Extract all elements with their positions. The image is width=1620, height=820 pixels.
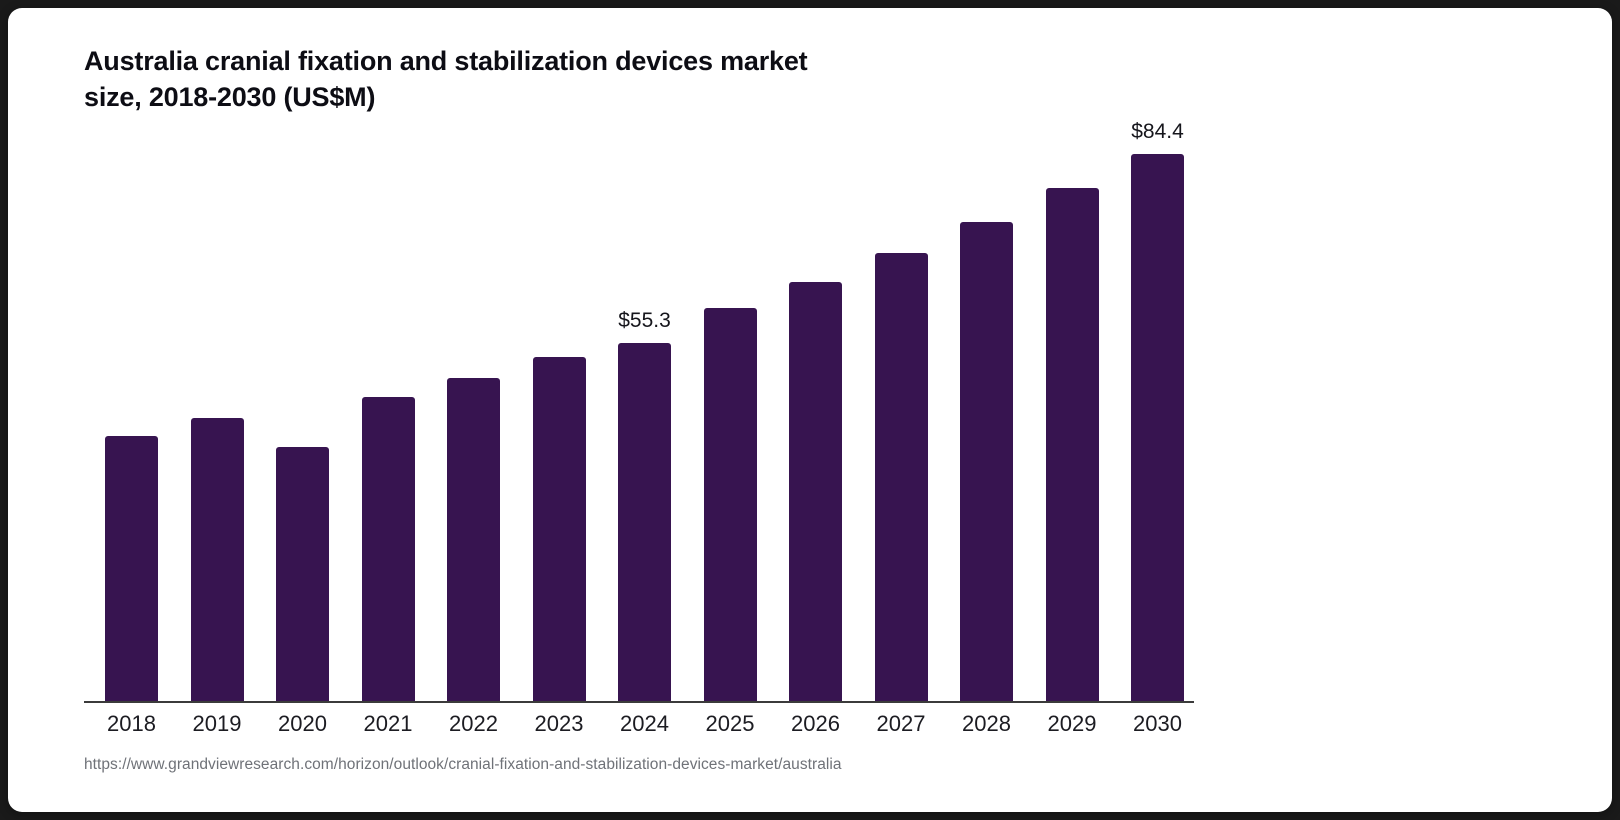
x-tick-2024: 2024 bbox=[620, 711, 669, 736]
bar-2018[interactable] bbox=[105, 436, 158, 701]
x-tick-2019: 2019 bbox=[192, 711, 242, 736]
bar-group-2027[interactable] bbox=[874, 253, 928, 701]
x-tick-2028: 2028 bbox=[962, 711, 1011, 736]
x-tick-2022: 2022 bbox=[449, 711, 498, 736]
bar-2022[interactable] bbox=[447, 378, 500, 701]
x-tick-2030: 2030 bbox=[1133, 711, 1182, 736]
bar-2021[interactable] bbox=[361, 397, 415, 701]
bar-group-2030[interactable]: $84.4 bbox=[1131, 120, 1184, 701]
chart-card: Australia cranial fixation and stabiliza… bbox=[8, 8, 1612, 812]
bar-2025[interactable] bbox=[703, 308, 757, 701]
bar-2026[interactable] bbox=[789, 282, 842, 701]
bar-group-2023[interactable] bbox=[532, 357, 586, 701]
x-tick-2026: 2026 bbox=[791, 711, 840, 736]
bar-value-label-2024: $55.3 bbox=[618, 309, 671, 332]
bar-group-2019[interactable] bbox=[190, 418, 244, 701]
bar-group-2029[interactable] bbox=[1045, 188, 1099, 701]
bar-group-2018[interactable] bbox=[105, 436, 158, 701]
source-url[interactable]: https://www.grandviewresearch.com/horizo… bbox=[84, 756, 842, 773]
bar-group-2020[interactable] bbox=[276, 447, 329, 701]
bar-group-2021[interactable] bbox=[361, 397, 415, 701]
bar-group-2028[interactable] bbox=[960, 222, 1013, 701]
x-tick-2023: 2023 bbox=[534, 711, 584, 736]
bar-2020[interactable] bbox=[276, 447, 329, 701]
bar-group-2025[interactable] bbox=[703, 308, 757, 701]
bar-group-2022[interactable] bbox=[447, 378, 500, 701]
bar-value-label-2030: $84.4 bbox=[1131, 120, 1184, 143]
x-axis-line bbox=[84, 701, 1194, 703]
bar-group-2026[interactable] bbox=[789, 282, 842, 701]
x-tick-2029: 2029 bbox=[1047, 711, 1097, 736]
bar-2028[interactable] bbox=[960, 222, 1013, 701]
x-tick-2025: 2025 bbox=[705, 711, 755, 736]
bar-2030[interactable] bbox=[1131, 154, 1184, 701]
x-tick-2027: 2027 bbox=[876, 711, 926, 736]
x-tick-2020: 2020 bbox=[278, 711, 327, 736]
bar-chart-plot-area: $55.3 $84.4 bbox=[84, 118, 1194, 703]
bar-2027[interactable] bbox=[874, 253, 928, 701]
x-tick-2021: 2021 bbox=[363, 711, 413, 736]
bar-2024[interactable] bbox=[618, 343, 671, 701]
x-tick-2018: 2018 bbox=[107, 711, 156, 736]
bar-2029[interactable] bbox=[1045, 188, 1099, 701]
bar-group-2024[interactable]: $55.3 bbox=[618, 309, 671, 701]
x-axis-tick-labels: 2018 2019 2020 2021 2022 2023 2024 2025 2026 2027… bbox=[84, 711, 1194, 741]
bar-2023[interactable] bbox=[532, 357, 586, 701]
page-title: Australia cranial fixation and stabiliza… bbox=[84, 46, 808, 112]
bar-2019[interactable] bbox=[190, 418, 244, 701]
